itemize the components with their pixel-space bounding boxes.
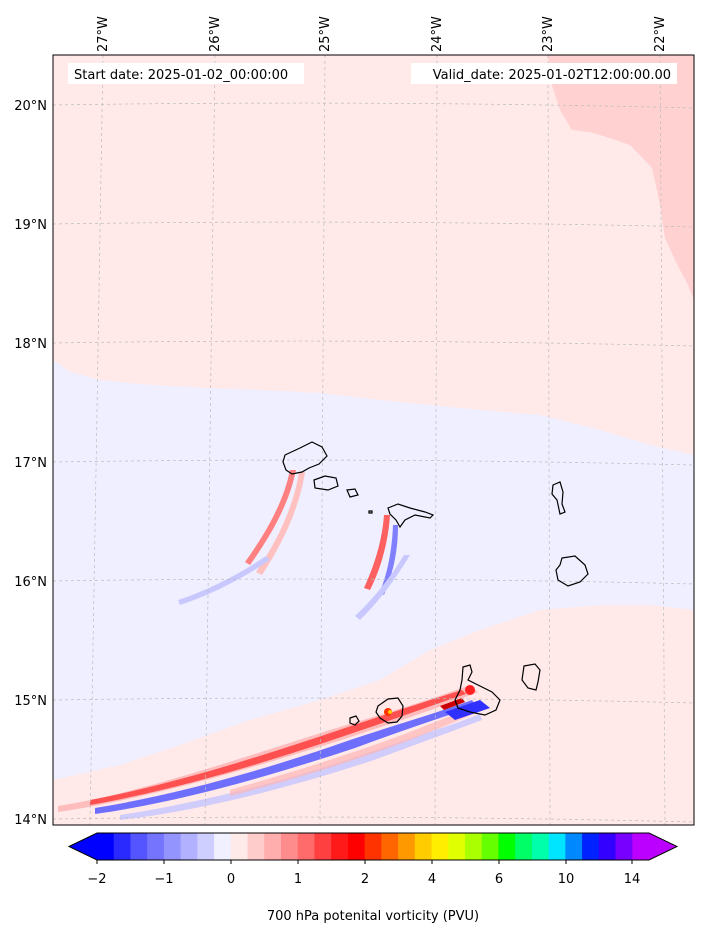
island-santo-antao xyxy=(282,441,328,475)
cb-tick-10: 10 xyxy=(558,872,575,887)
colorbar-min-extension xyxy=(69,833,97,860)
colorbar-segment xyxy=(465,833,483,860)
colorbar-segment xyxy=(364,833,382,860)
longitude-labels: 27°W 26°W 25°W 24°W 23°W 22°W xyxy=(96,16,668,52)
cb-tick-2: 2 xyxy=(361,872,369,887)
cb-tick-6: 6 xyxy=(495,872,503,887)
island-sao-nicolau xyxy=(387,503,435,529)
pv-band-negative-core xyxy=(95,700,476,814)
pv-band-negative-outer xyxy=(120,714,482,820)
colorbar-segment xyxy=(314,833,332,860)
colorbar-segment xyxy=(398,833,416,860)
lon-label-23w: 23°W xyxy=(541,16,556,52)
island-santa-luzia xyxy=(346,488,359,498)
map-frame xyxy=(52,54,695,826)
lat-label-18n: 18°N xyxy=(14,337,47,352)
positive-pv-region-ne xyxy=(548,55,694,300)
colorbar-segment xyxy=(247,833,265,860)
pv-hotspot-fogo-core xyxy=(388,710,392,714)
lon-label-25w: 25°W xyxy=(318,16,333,52)
colorbar-segment xyxy=(481,833,499,860)
lat-label-15n: 15°N xyxy=(14,694,47,709)
cb-tick-1: 1 xyxy=(294,872,302,887)
colorbar-max-extension xyxy=(649,833,677,860)
pv-band-secondary xyxy=(230,705,478,796)
lat-label-20n: 20°N xyxy=(14,99,47,114)
lon-label-24w: 24°W xyxy=(430,16,445,52)
lat-label-17n: 17°N xyxy=(14,456,47,471)
lat-label-16n: 16°N xyxy=(14,575,47,590)
colorbar-segment xyxy=(381,833,399,860)
valid-date-box xyxy=(411,63,677,84)
graticule xyxy=(53,55,694,825)
colorbar-title: 700 hPa potenital vorticity (PVU) xyxy=(267,909,479,924)
lat-label-14n: 14°N xyxy=(14,813,47,828)
colorbar-segment xyxy=(281,833,299,860)
coastlines xyxy=(282,441,589,726)
pv-streak-neg-3 xyxy=(355,555,410,620)
pv-streak-sao-nicolau xyxy=(364,515,390,590)
colorbar-segment xyxy=(230,833,249,860)
colorbar-segment xyxy=(598,833,617,860)
colorbar-segment xyxy=(515,833,533,860)
cb-tick-4: 4 xyxy=(428,872,436,887)
colorbar-segment xyxy=(448,833,466,860)
colorbar-tick-labels: −2 −1 0 1 2 4 6 10 14 xyxy=(87,872,640,887)
colorbar-segment xyxy=(180,833,198,860)
colorbar-segment xyxy=(531,833,550,860)
cb-tick-14: 14 xyxy=(624,872,641,887)
island-sal xyxy=(551,481,566,515)
colorbar xyxy=(67,832,679,864)
colorbar-segment xyxy=(565,833,583,860)
lon-label-26w: 26°W xyxy=(208,16,223,52)
colorbar-segment xyxy=(264,833,282,860)
colorbar-segment xyxy=(548,833,566,860)
colorbar-segment xyxy=(414,833,433,860)
colorbar-segment xyxy=(615,833,633,860)
pv-streak-santo-antao xyxy=(245,470,296,565)
colorbar-segment xyxy=(147,833,165,860)
start-date-box xyxy=(68,63,304,84)
island-brava xyxy=(349,715,360,726)
pv-hotspot-santiago-neg xyxy=(445,700,490,720)
colorbar-segment xyxy=(214,833,232,860)
cb-tick-neg2: −2 xyxy=(87,872,106,887)
colorbar-segment xyxy=(97,833,115,860)
pv-streak-neg-4 xyxy=(178,556,270,605)
pv-hotspot-santiago xyxy=(440,698,465,710)
island-maio xyxy=(521,663,541,691)
colorbar-segment xyxy=(113,833,131,860)
colorbar-segment xyxy=(582,833,600,860)
lat-label-19n: 19°N xyxy=(14,218,47,233)
colorbar-segment xyxy=(197,833,215,860)
lon-label-27w: 27°W xyxy=(96,16,111,52)
colorbar-segment xyxy=(163,833,182,860)
pv-streak-sao-nicolau-neg xyxy=(380,525,398,595)
colorbar-segment xyxy=(632,833,650,860)
valid-date-label: Valid_date: 2025-01-02T12:00:00.00 xyxy=(433,68,671,83)
cb-tick-neg1: −1 xyxy=(154,872,173,887)
island-sao-vicente xyxy=(313,475,339,491)
colorbar-segment xyxy=(347,833,366,860)
start-date-label: Start date: 2025-01-02_00:00:00 xyxy=(74,68,288,83)
colorbar-segment xyxy=(130,833,148,860)
island-santiago xyxy=(454,664,501,716)
island-boa-vista xyxy=(555,555,589,587)
island-islet xyxy=(368,510,373,514)
colorbar-segment xyxy=(431,833,449,860)
map-panel xyxy=(53,55,694,825)
lon-label-22w: 22°W xyxy=(653,16,668,52)
cb-tick-0: 0 xyxy=(227,872,235,887)
colorbar-segment xyxy=(498,833,516,860)
pv-hotspot-maio xyxy=(465,685,475,695)
latitude-labels: 20°N 19°N 18°N 17°N 16°N 15°N 14°N xyxy=(14,99,47,828)
island-fogo xyxy=(375,697,404,724)
colorbar-segment xyxy=(297,833,315,860)
colorbar-segment xyxy=(331,833,349,860)
pv-band-positive-core xyxy=(90,690,466,805)
